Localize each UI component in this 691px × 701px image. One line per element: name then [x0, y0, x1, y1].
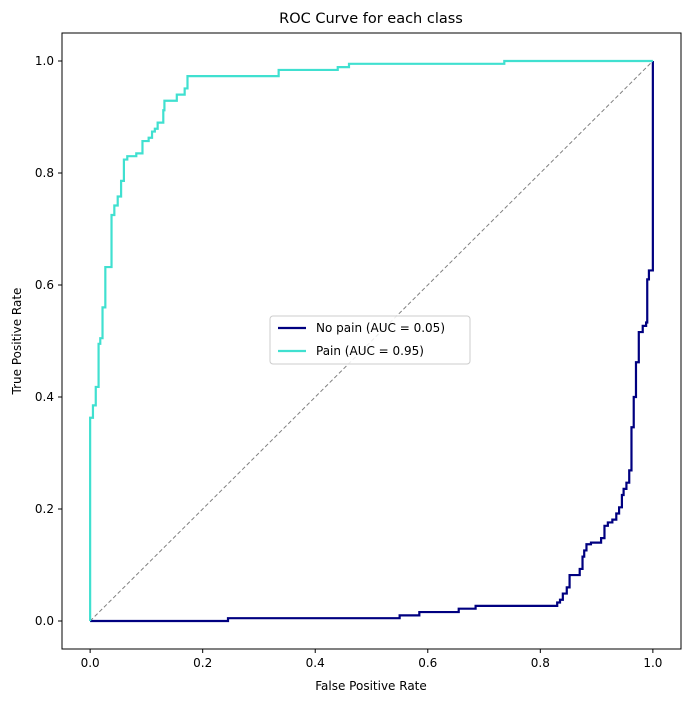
y-tick-label: 0.2	[35, 502, 54, 516]
plot-frame	[61, 32, 682, 650]
y-tick-label: 0.0	[35, 614, 54, 628]
y-tick-label: 1.0	[35, 54, 54, 68]
y-tick-label: 0.8	[35, 166, 54, 180]
x-tick-label: 0.4	[306, 656, 325, 670]
legend-box	[269, 315, 471, 365]
legend-label-1: Pain (AUC = 0.95)	[316, 344, 424, 358]
x-tick-label: 0.0	[81, 656, 100, 670]
x-tick-label: 0.6	[418, 656, 437, 670]
axis-ticks: 0.0 0.2 0.4 0.6 0.8 1.0 0.0 0.2 0.4 0.6 0.8 1.0	[35, 54, 663, 670]
x-tick-label: 0.8	[531, 656, 550, 670]
y-tick-label: 0.4	[35, 390, 54, 404]
series-line-0	[90, 61, 654, 623]
legend: No pain (AUC = 0.05) Pain (AUC = 0.95)	[269, 315, 471, 365]
chart-title: ROC Curve for each class	[279, 11, 463, 27]
series-line-1	[89, 59, 653, 621]
y-tick-label: 0.6	[35, 278, 54, 292]
x-axis-label: False Positive Rate	[315, 679, 427, 693]
y-axis-label: True Positive Rate	[10, 288, 24, 396]
legend-label-0: No pain (AUC = 0.05)	[316, 321, 445, 335]
x-tick-label: 1.0	[643, 656, 662, 670]
x-tick-label: 0.2	[193, 656, 212, 670]
